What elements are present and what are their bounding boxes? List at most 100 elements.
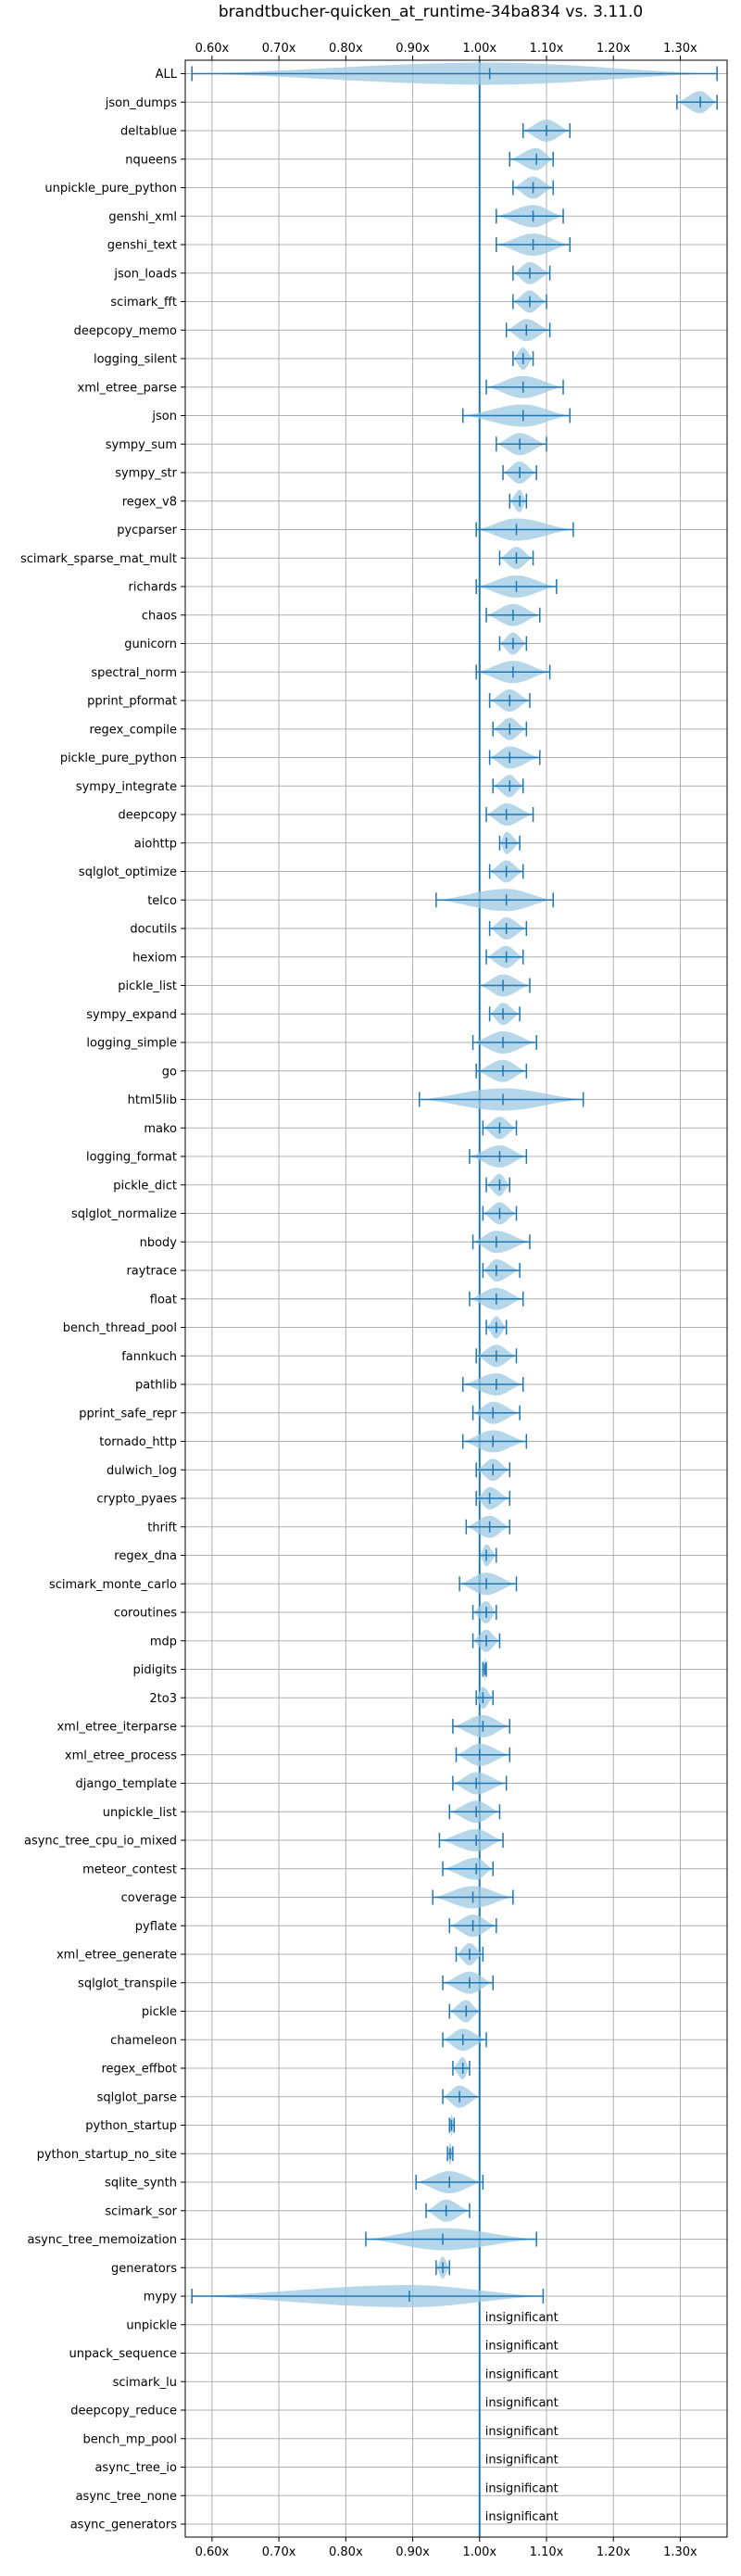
x-tick-label-bottom: 0.80x bbox=[329, 2545, 363, 2559]
x-tick-label-top: 1.20x bbox=[597, 42, 631, 56]
benchmark-label: scimark_sparse_mat_mult bbox=[20, 552, 177, 566]
benchmark-label: sympy_expand bbox=[86, 1008, 177, 1022]
benchmark-label: python_startup bbox=[85, 2119, 177, 2133]
benchmark-label: scimark_fft bbox=[110, 296, 177, 309]
category-labels: ALL json_dumps deltablue nqueens unpickle_pu… bbox=[20, 68, 178, 2532]
benchmark-label: pyflate bbox=[135, 1920, 177, 1934]
benchmark-label: nqueens bbox=[125, 153, 177, 167]
benchmark-label: float bbox=[150, 1293, 177, 1307]
benchmark-label: chaos bbox=[142, 609, 177, 623]
benchmark-label: thrift bbox=[147, 1521, 177, 1534]
benchmark-label: pickle_list bbox=[118, 979, 177, 993]
benchmark-label: scimark_monte_carlo bbox=[49, 1578, 177, 1592]
x-tick-label-bottom: 0.70x bbox=[262, 2545, 296, 2559]
benchmark-label: mako bbox=[144, 1122, 177, 1136]
benchmark-label: pickle bbox=[142, 2005, 177, 2019]
insignificant-label: insignificant bbox=[485, 2311, 559, 2325]
benchmark-label: sympy_str bbox=[115, 467, 177, 481]
benchmark-label: unpickle bbox=[126, 2318, 177, 2332]
x-tick-label-top: 1.30x bbox=[663, 42, 697, 56]
benchmark-label: sqlglot_normalize bbox=[71, 1207, 177, 1221]
insignificant-label: insignificant bbox=[485, 2396, 559, 2410]
benchmark-label: sqlite_synth bbox=[105, 2177, 177, 2191]
benchmark-label: logging_silent bbox=[94, 353, 177, 367]
benchmark-label: regex_v8 bbox=[122, 495, 177, 509]
benchmark-label: pickle_pure_python bbox=[60, 751, 177, 765]
benchmark-label: pprint_pformat bbox=[87, 695, 177, 709]
benchmark-label: xml_etree_parse bbox=[78, 381, 177, 395]
benchmark-label: json_loads bbox=[113, 267, 177, 281]
benchmark-label: genshi_xml bbox=[108, 210, 177, 224]
benchmark-label: pathlib bbox=[135, 1379, 177, 1393]
benchmark-label: logging_simple bbox=[86, 1037, 177, 1051]
benchmark-label: sqlglot_transpile bbox=[78, 1976, 177, 1990]
benchmark-label: html5lib bbox=[128, 1093, 177, 1107]
x-tick-label-top: 1.10x bbox=[530, 42, 564, 56]
benchmark-label: pprint_safe_repr bbox=[79, 1407, 177, 1421]
benchmark-label: async_tree_memoization bbox=[27, 2233, 177, 2247]
benchmark-label: async_tree_none bbox=[76, 2490, 177, 2504]
benchmark-label: go bbox=[162, 1065, 177, 1079]
benchmark-label: telco bbox=[147, 894, 177, 908]
x-tick-label-bottom: 0.90x bbox=[396, 2545, 430, 2559]
benchmark-label: regex_effbot bbox=[101, 2063, 177, 2077]
benchmark-label: json bbox=[151, 410, 177, 423]
x-tick-label-top: 1.00x bbox=[462, 42, 496, 56]
benchmark-label: regex_dna bbox=[114, 1549, 177, 1563]
benchmark-label: python_startup_no_site bbox=[37, 2148, 177, 2162]
x-tick-label-bottom: 1.20x bbox=[597, 2545, 631, 2559]
x-tick-label-top: 0.60x bbox=[195, 42, 230, 56]
insignificant-label: insignificant bbox=[485, 2454, 559, 2468]
benchmark-label: raytrace bbox=[126, 1265, 177, 1279]
x-tick-label-top: 0.70x bbox=[262, 42, 296, 56]
benchmark-label: coroutines bbox=[114, 1607, 177, 1621]
benchmark-label: async_generators bbox=[70, 2519, 178, 2532]
benchmark-label: 2to3 bbox=[149, 1692, 177, 1706]
benchmark-label: xml_etree_generate bbox=[57, 1949, 177, 1963]
benchmark-label: docutils bbox=[130, 923, 177, 937]
benchmark-label: sqlglot_optimize bbox=[79, 865, 177, 879]
x-tick-label-bottom: 1.00x bbox=[462, 2545, 496, 2559]
benchmark-label: nbody bbox=[140, 1236, 178, 1250]
benchmark-label: crypto_pyaes bbox=[96, 1493, 177, 1507]
benchmark-label: xml_etree_iterparse bbox=[57, 1721, 177, 1735]
benchmark-label: deepcopy bbox=[118, 809, 177, 823]
axis-layer: 0.60x 0.60x 0.70x 0.70x 0.80x 0.80x 0.90x 0.90x… bbox=[181, 42, 728, 2559]
x-tick-label-bottom: 1.30x bbox=[663, 2545, 697, 2559]
x-tick-label-bottom: 1.10x bbox=[530, 2545, 564, 2559]
benchmark-label: logging_format bbox=[86, 1151, 177, 1165]
benchmark-label: pycparser bbox=[117, 524, 177, 537]
benchmark-label: deepcopy_memo bbox=[74, 324, 177, 338]
benchmark-label: sqlglot_parse bbox=[97, 2090, 177, 2104]
benchmark-label: pidigits bbox=[133, 1663, 178, 1677]
benchmark-label: json_dumps bbox=[105, 96, 177, 110]
benchmark-label: async_tree_cpu_io_mixed bbox=[24, 1835, 177, 1849]
benchmark-label: gunicorn bbox=[124, 638, 177, 651]
benchmark-label: unpickle_list bbox=[103, 1806, 177, 1820]
benchmark-label: chameleon bbox=[110, 2034, 177, 2048]
benchmark-label: bench_thread_pool bbox=[63, 1321, 177, 1335]
benchmark-label: regex_compile bbox=[89, 723, 177, 737]
benchmark-label: meteor_contest bbox=[82, 1863, 177, 1876]
benchmark-label: mdp bbox=[150, 1635, 177, 1648]
x-tick-label-top: 0.90x bbox=[396, 42, 430, 56]
benchmark-label: unpack_sequence bbox=[69, 2347, 177, 2361]
benchmark-label: aiohttp bbox=[134, 837, 177, 851]
grid-layer bbox=[185, 60, 727, 2537]
insignificant-label: insignificant bbox=[485, 2368, 559, 2381]
benchmark-label: fannkuch bbox=[121, 1350, 177, 1364]
benchmark-label: xml_etree_process bbox=[65, 1749, 177, 1762]
benchmark-label: coverage bbox=[121, 1891, 177, 1905]
benchmark-label: deepcopy_reduce bbox=[70, 2405, 177, 2418]
benchmark-label: mypy bbox=[144, 2291, 178, 2305]
benchmark-label: django_template bbox=[76, 1777, 177, 1791]
benchmark-label: async_tree_io bbox=[94, 2461, 177, 2475]
benchmark-label: hexiom bbox=[132, 951, 177, 965]
benchmark-label: tornado_http bbox=[99, 1435, 177, 1449]
benchmark-label: bench_mp_pool bbox=[82, 2432, 177, 2446]
benchmark-label: sympy_sum bbox=[106, 438, 177, 452]
benchmark-label: richards bbox=[129, 581, 178, 595]
benchmark-label: scimark_lu bbox=[113, 2376, 177, 2390]
